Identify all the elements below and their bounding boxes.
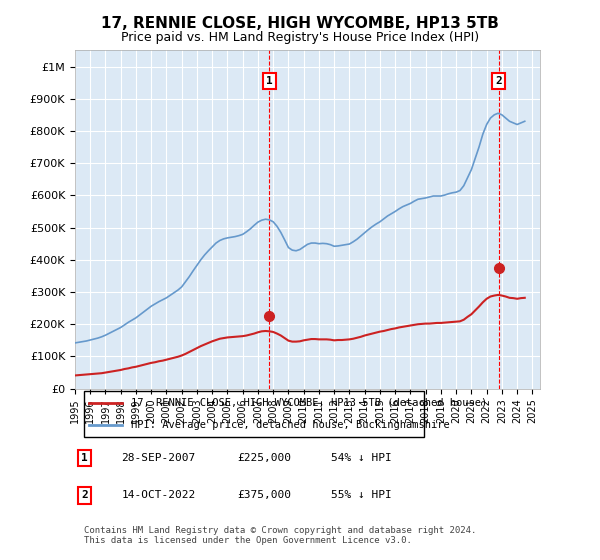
Text: 14-OCT-2022: 14-OCT-2022 bbox=[121, 490, 196, 500]
Text: Contains HM Land Registry data © Crown copyright and database right 2024.
This d: Contains HM Land Registry data © Crown c… bbox=[84, 526, 476, 545]
Text: £225,000: £225,000 bbox=[238, 453, 292, 463]
Text: 2: 2 bbox=[81, 490, 88, 500]
Text: 55% ↓ HPI: 55% ↓ HPI bbox=[331, 490, 392, 500]
Text: 17, RENNIE CLOSE, HIGH WYCOMBE, HP13 5TB: 17, RENNIE CLOSE, HIGH WYCOMBE, HP13 5TB bbox=[101, 16, 499, 31]
Text: 17, RENNIE CLOSE, HIGH WYCOMBE, HP13 5TB (detached house): 17, RENNIE CLOSE, HIGH WYCOMBE, HP13 5TB… bbox=[131, 398, 487, 408]
Text: 54% ↓ HPI: 54% ↓ HPI bbox=[331, 453, 392, 463]
Text: Price paid vs. HM Land Registry's House Price Index (HPI): Price paid vs. HM Land Registry's House … bbox=[121, 31, 479, 44]
Text: HPI: Average price, detached house, Buckinghamshire: HPI: Average price, detached house, Buck… bbox=[131, 420, 449, 430]
Text: 1: 1 bbox=[81, 453, 88, 463]
Text: 2: 2 bbox=[496, 76, 502, 86]
Text: 28-SEP-2007: 28-SEP-2007 bbox=[121, 453, 196, 463]
Text: £375,000: £375,000 bbox=[238, 490, 292, 500]
Text: 1: 1 bbox=[266, 76, 273, 86]
